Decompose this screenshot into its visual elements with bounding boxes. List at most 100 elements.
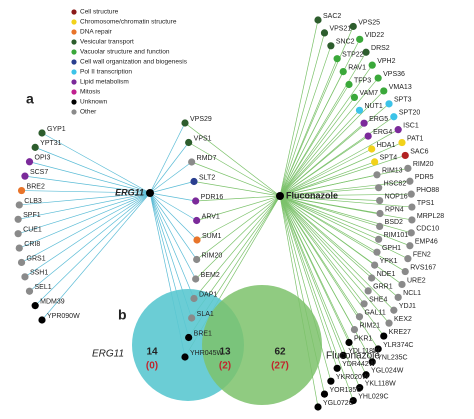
gene-label: SCS7 bbox=[30, 169, 48, 176]
legend-swatch bbox=[71, 99, 77, 105]
gene-label: YGL072C bbox=[323, 400, 354, 407]
edge bbox=[279, 129, 399, 197]
gene-node bbox=[356, 35, 364, 43]
gene-node bbox=[368, 145, 376, 153]
edge bbox=[279, 195, 367, 375]
gene-label: PHO88 bbox=[416, 187, 439, 194]
gene-label: SLT2 bbox=[199, 174, 215, 181]
edge bbox=[35, 147, 151, 194]
hub-label: Fluconazole bbox=[286, 190, 338, 200]
gene-label: BEM2 bbox=[201, 272, 220, 279]
edge bbox=[41, 192, 151, 321]
gene-node bbox=[14, 230, 22, 238]
gene-node bbox=[339, 351, 347, 359]
edge bbox=[279, 195, 354, 401]
legend-label: Mitosis bbox=[80, 89, 101, 96]
edge bbox=[191, 161, 281, 197]
gene-label: ISC1 bbox=[403, 122, 419, 129]
gene-node bbox=[190, 294, 198, 303]
gene-label: PDR16 bbox=[201, 194, 224, 201]
gene-node bbox=[401, 267, 409, 276]
gene-node bbox=[349, 22, 357, 31]
edge bbox=[29, 192, 151, 292]
edge bbox=[279, 19, 319, 197]
venn-label: ERG11 bbox=[92, 349, 124, 360]
gene-label: YLR374C bbox=[383, 342, 413, 349]
gene-node bbox=[408, 203, 416, 211]
edge bbox=[279, 195, 385, 337]
gene-node bbox=[314, 403, 322, 411]
gene-label: RIM20 bbox=[413, 161, 434, 168]
gene-node bbox=[364, 287, 372, 295]
gene-label: RIM20 bbox=[202, 252, 223, 259]
gene-node bbox=[21, 172, 29, 180]
gene-node bbox=[406, 177, 414, 185]
edge bbox=[21, 190, 151, 194]
gene-node bbox=[31, 302, 39, 310]
gene-node bbox=[333, 364, 341, 372]
gene-label: YPR090W bbox=[47, 313, 80, 320]
gene-label: NDE1 bbox=[377, 271, 396, 278]
gene-label: SAC2 bbox=[323, 13, 341, 20]
gene-label: RIM21 bbox=[359, 322, 380, 329]
gene-node bbox=[314, 16, 322, 24]
gene-label: YKR020W bbox=[336, 374, 369, 381]
gene-node bbox=[333, 55, 341, 63]
venn-hits: (27) bbox=[271, 361, 289, 372]
gene-label: STP22 bbox=[342, 52, 364, 59]
gene-node bbox=[193, 236, 201, 244]
gene-node bbox=[355, 313, 364, 321]
edge bbox=[279, 110, 360, 197]
gene-node bbox=[398, 280, 406, 289]
gene-node bbox=[17, 258, 26, 267]
edge bbox=[279, 195, 379, 350]
edge bbox=[149, 192, 195, 299]
gene-label: MRPL28 bbox=[417, 213, 444, 220]
gene-node bbox=[15, 201, 23, 209]
gene-label: KEX2 bbox=[394, 316, 412, 323]
venn-hits: (0) bbox=[146, 361, 158, 372]
edge bbox=[279, 32, 325, 197]
gene-node bbox=[408, 216, 416, 224]
edge bbox=[279, 122, 365, 197]
legend-swatch bbox=[71, 9, 77, 15]
edge bbox=[279, 135, 369, 197]
gene-label: VPS1 bbox=[194, 135, 212, 142]
gene-label: SSH1 bbox=[30, 270, 48, 277]
gene-label: TFP3 bbox=[354, 77, 371, 84]
edge bbox=[184, 122, 281, 197]
gene-label: SEL1 bbox=[35, 284, 52, 291]
gene-node bbox=[356, 384, 364, 392]
gene-node bbox=[385, 319, 393, 327]
edge bbox=[279, 64, 373, 197]
edge bbox=[149, 142, 189, 194]
gene-label: SHE4 bbox=[369, 297, 387, 304]
edge bbox=[279, 77, 379, 197]
edge bbox=[18, 192, 151, 220]
legend-swatch bbox=[71, 79, 77, 85]
gene-node bbox=[190, 177, 198, 186]
edge bbox=[279, 195, 369, 292]
gene-node bbox=[193, 255, 201, 264]
gene-node bbox=[185, 138, 193, 147]
gene-node bbox=[327, 42, 335, 50]
edge bbox=[29, 161, 151, 194]
edge bbox=[279, 195, 409, 259]
gene-node bbox=[25, 287, 34, 295]
edge bbox=[18, 192, 151, 235]
venn-count: 62 bbox=[274, 347, 286, 358]
hub-label: ERG11 bbox=[115, 187, 144, 197]
gene-node bbox=[17, 186, 26, 195]
edge bbox=[279, 97, 355, 197]
gene-node bbox=[371, 261, 379, 269]
edge bbox=[279, 90, 385, 197]
legend-label: Chromosome/chromatin structure bbox=[80, 19, 177, 26]
gene-label: VPS29 bbox=[190, 116, 212, 123]
gene-node bbox=[345, 80, 353, 89]
gene-label: YOR135C bbox=[329, 387, 361, 394]
gene-node bbox=[38, 129, 46, 137]
gene-label: TPS1 bbox=[417, 200, 435, 207]
gene-label: NUT1 bbox=[364, 103, 382, 110]
edge bbox=[279, 195, 373, 363]
gene-node bbox=[368, 358, 376, 366]
